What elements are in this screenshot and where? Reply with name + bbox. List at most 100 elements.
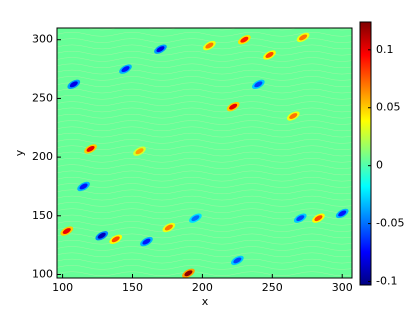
contour-line xyxy=(57,120,352,125)
contour-blob xyxy=(335,208,349,219)
contour-line xyxy=(57,183,352,188)
contour-line xyxy=(57,32,352,37)
contour-line xyxy=(57,69,352,75)
contour-line xyxy=(57,233,352,239)
contour-blob xyxy=(109,234,123,244)
contour-blob xyxy=(84,144,97,154)
contour-line xyxy=(57,158,352,163)
contour-blob xyxy=(162,222,176,233)
blob-core xyxy=(142,238,151,245)
blob-core xyxy=(135,148,144,155)
x-tick-label: 150 xyxy=(122,281,143,294)
contour-line xyxy=(57,176,352,182)
x-tick-label: 300 xyxy=(332,281,353,294)
contour-line xyxy=(57,164,352,169)
axes: 100 150 200 250 300 100 150 200 250 300 0.1 0.05 0 -0… xyxy=(32,21,404,294)
contour-blob xyxy=(286,111,300,121)
colorbar-tick-label: -0.05 xyxy=(376,217,404,230)
blob-core xyxy=(184,270,193,277)
contour-line xyxy=(57,239,352,245)
y-tick-label: 150 xyxy=(32,209,53,222)
contour-blob xyxy=(140,236,153,247)
contour-line xyxy=(57,132,352,138)
contour-line xyxy=(57,252,352,258)
contour-line xyxy=(57,258,352,264)
contour-line xyxy=(57,246,352,251)
contour-blob xyxy=(238,35,251,45)
contour-line xyxy=(57,265,352,270)
x-label: x xyxy=(202,295,209,308)
contour-line xyxy=(57,101,352,106)
x-tick-label: 100 xyxy=(52,281,73,294)
contour-line xyxy=(57,202,352,207)
blob-core xyxy=(205,42,214,49)
blob-core xyxy=(240,36,249,43)
contour-blob xyxy=(67,79,81,90)
contour-line xyxy=(57,50,352,56)
colorbar-tick-label: 0.05 xyxy=(376,101,401,114)
contour-line xyxy=(57,28,352,31)
blob-core xyxy=(191,215,200,222)
contour-blob xyxy=(189,213,202,223)
contour-line xyxy=(57,189,352,195)
contour-blob xyxy=(203,40,216,51)
contour-line xyxy=(57,113,352,119)
blob-core xyxy=(97,232,106,239)
contour-blob xyxy=(312,213,325,223)
blob-core xyxy=(314,215,323,222)
contour-line xyxy=(57,221,352,226)
contour-line xyxy=(57,95,352,100)
contour-line xyxy=(57,76,352,81)
contour-line xyxy=(57,271,352,276)
blob-core xyxy=(69,81,78,88)
blob-core xyxy=(296,215,305,222)
contour-blob xyxy=(95,231,109,241)
field xyxy=(57,28,352,278)
contour-line xyxy=(57,63,352,69)
contour-blob xyxy=(226,101,240,112)
blob-core xyxy=(121,66,130,73)
y-label: y xyxy=(13,149,26,156)
contour-line xyxy=(57,195,352,201)
blob-core xyxy=(111,236,120,243)
contour-line xyxy=(57,126,352,132)
colorbar-tick-label: -0.1 xyxy=(376,275,397,288)
contour-line xyxy=(57,208,352,213)
contour-line xyxy=(57,82,352,87)
contour-line xyxy=(57,57,352,62)
colorbar xyxy=(359,21,372,286)
contour-blob xyxy=(296,32,310,43)
contour-line xyxy=(57,227,352,232)
contour-blob xyxy=(252,79,265,90)
blob-core xyxy=(289,113,298,119)
contour-blob xyxy=(263,50,276,60)
blob-core xyxy=(229,103,238,110)
blob-core xyxy=(265,52,274,58)
colorbar-tick-label: 0.1 xyxy=(376,43,394,56)
contour-blob xyxy=(231,255,244,266)
contour-blob xyxy=(154,44,167,54)
contour-line xyxy=(57,170,352,176)
blob-core xyxy=(299,34,308,41)
plot-frame xyxy=(56,27,353,279)
x-tick-label: 250 xyxy=(262,281,283,294)
contour-blob xyxy=(133,146,146,156)
x-tick-label: 200 xyxy=(192,281,213,294)
blob-core xyxy=(338,210,347,217)
contour-blob xyxy=(293,213,307,223)
blob-core xyxy=(156,46,165,53)
contour-blob xyxy=(60,226,74,236)
blob-core xyxy=(62,228,71,234)
contour-blob xyxy=(119,64,132,74)
y-tick-label: 200 xyxy=(32,150,53,163)
contour-blob xyxy=(182,268,195,278)
contour-line xyxy=(57,151,352,157)
contour-line xyxy=(57,88,352,94)
contour-line xyxy=(57,139,352,144)
blob-core xyxy=(79,183,88,190)
blob-core xyxy=(86,145,95,152)
blob-core xyxy=(164,224,173,231)
colorbar-tick-label: 0 xyxy=(376,159,383,172)
blob-core xyxy=(233,257,242,264)
